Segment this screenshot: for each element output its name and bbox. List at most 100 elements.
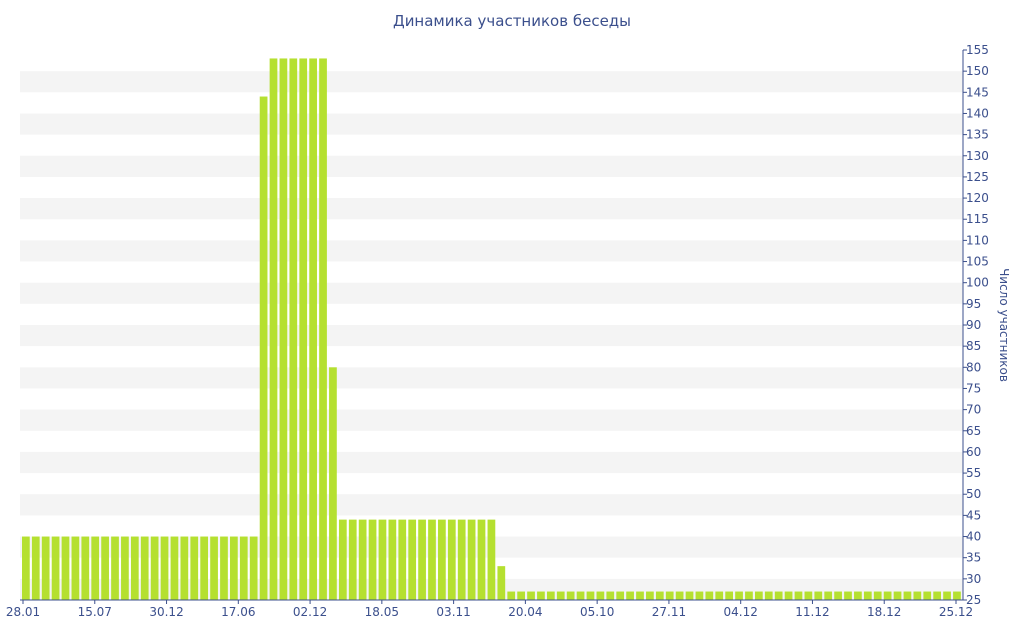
bar (913, 591, 922, 600)
y-tick-label: 30 (966, 572, 981, 586)
bar (863, 591, 872, 600)
y-tick-label: 150 (966, 64, 989, 78)
y-tick-label: 65 (966, 424, 981, 438)
bar (477, 519, 486, 600)
y-tick-label: 70 (966, 403, 981, 417)
bar (774, 591, 783, 600)
x-tick-label: 17.06 (221, 605, 255, 619)
x-tick-label: 18.05 (365, 605, 399, 619)
grid-band (20, 71, 963, 93)
bar (517, 591, 525, 600)
bar (586, 591, 595, 600)
bar (378, 519, 387, 600)
y-tick-label: 135 (966, 128, 989, 142)
bar (854, 591, 862, 600)
y-tick-label: 125 (966, 170, 989, 184)
bar (121, 536, 129, 600)
bar (943, 591, 951, 600)
y-tick-label: 60 (966, 445, 981, 459)
bar (715, 591, 724, 600)
bar (170, 536, 179, 600)
grid-band (20, 282, 963, 304)
grid-band (20, 494, 963, 516)
bar (814, 591, 823, 600)
y-tick-label: 75 (966, 381, 981, 395)
bar (81, 536, 90, 600)
bar (239, 536, 248, 600)
bar (903, 591, 912, 600)
y-tick-label: 115 (966, 212, 989, 226)
bar (190, 536, 199, 600)
y-tick-label: 35 (966, 551, 981, 565)
bar (784, 591, 793, 600)
bar (537, 591, 545, 600)
bar (923, 591, 932, 600)
grid-band (20, 325, 963, 347)
grid-band (20, 113, 963, 135)
bar (368, 519, 377, 600)
x-tick-label: 25.12 (939, 605, 973, 619)
bar (745, 591, 753, 600)
bar (259, 96, 268, 600)
bar (319, 58, 327, 600)
bar (408, 519, 417, 600)
bar (348, 519, 357, 600)
y-axis-label: Число участников (997, 268, 1011, 382)
bar (61, 536, 70, 600)
bar (150, 536, 159, 600)
y-tick-label: 45 (966, 508, 981, 522)
y-tick-label: 80 (966, 360, 981, 374)
bar (388, 519, 397, 600)
bar (160, 536, 169, 600)
y-tick-label: 50 (966, 487, 981, 501)
bar (507, 591, 516, 600)
bar (447, 519, 456, 600)
y-tick-label: 40 (966, 530, 981, 544)
bar (794, 591, 803, 600)
y-tick-label: 120 (966, 191, 989, 205)
bar (764, 591, 773, 600)
bar (101, 536, 109, 600)
y-tick-label: 145 (966, 85, 989, 99)
x-tick-label: 27.11 (652, 605, 686, 619)
bars (22, 58, 961, 600)
bar (824, 591, 833, 600)
x-tick-label: 20.04 (508, 605, 542, 619)
bar (329, 367, 337, 600)
x-tick-label: 02.12 (293, 605, 327, 619)
bar (418, 519, 426, 600)
bar (279, 58, 288, 600)
x-ticks: 28.01 15.07 30.12 17.06 02.12 18.05 03.11 20.04… (6, 600, 973, 619)
y-tick-label: 55 (966, 466, 981, 480)
grid-band (20, 198, 963, 220)
bar (309, 58, 317, 600)
y-tick-label: 95 (966, 297, 981, 311)
bar (398, 519, 407, 600)
bar (844, 591, 852, 600)
grid-band (20, 409, 963, 431)
bar (41, 536, 50, 600)
bar (220, 536, 228, 600)
bar (725, 591, 733, 600)
y-tick-label: 130 (966, 149, 989, 163)
bar (754, 591, 763, 600)
x-tick-label: 18.12 (867, 605, 901, 619)
bar (576, 591, 585, 600)
bar (883, 591, 892, 600)
x-tick-label: 30.12 (149, 605, 183, 619)
bar (735, 591, 743, 600)
bar (180, 536, 189, 600)
bar (428, 519, 436, 600)
x-tick-label: 28.01 (6, 605, 40, 619)
bar (71, 536, 80, 600)
y-tick-label: 105 (966, 255, 989, 269)
bar (358, 519, 367, 600)
bar (556, 591, 565, 600)
bar (457, 519, 466, 600)
bar (616, 591, 625, 600)
bar (893, 591, 902, 600)
bar (646, 591, 654, 600)
bar (626, 591, 634, 600)
